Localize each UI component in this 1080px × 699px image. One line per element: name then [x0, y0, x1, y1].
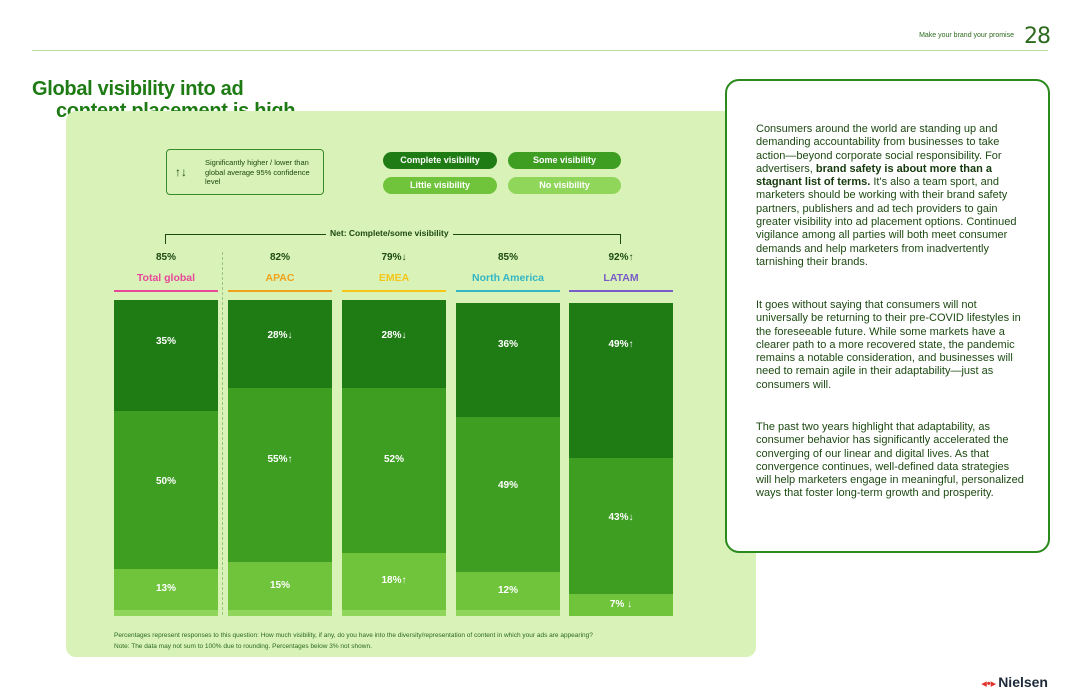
data-label-apac-little-visibility: 15%	[269, 579, 290, 591]
data-label-total-global-some-visibility: 50%	[155, 475, 176, 487]
data-label-total-global-complete-visibility: 35%	[155, 336, 176, 347]
footnote: Percentages represent responses to this …	[114, 630, 593, 652]
legend-some-visibility: Some visibility	[508, 152, 621, 169]
title-line-1: Global visibility into ad	[32, 78, 244, 100]
net-value-total-global: 85%	[155, 252, 176, 263]
paragraph-2: It goes without saying that consumers wi…	[756, 299, 1021, 391]
bar-segment-apac-complete-visibility	[228, 300, 332, 389]
data-label-emea-some-visibility: 52%	[383, 454, 404, 466]
data-label-north-america-little-visibility: 12%	[497, 584, 518, 596]
bar-segment-total-global-no-visibility	[114, 609, 218, 616]
bar-segment-total-global-complete-visibility	[114, 300, 218, 411]
bar-segment-latam-some-visibility	[569, 458, 673, 594]
region-underline-north-america	[456, 290, 560, 292]
paragraph-3: The past two years highlight that adapta…	[756, 421, 1024, 500]
region-underline-latam	[569, 290, 673, 292]
nielsen-mark-icon: ◂•▸	[981, 678, 997, 690]
bar-segment-emea-complete-visibility	[342, 300, 446, 389]
bar-segment-north-america-no-visibility	[456, 609, 560, 616]
data-label-apac-complete-visibility: 28%↓	[267, 330, 293, 342]
header-divider	[32, 50, 1048, 51]
region-underline-emea	[342, 290, 446, 292]
region-label-north-america: North America	[472, 272, 544, 284]
bar-segment-apac-some-visibility	[228, 388, 332, 563]
data-label-emea-little-visibility: 18%↑	[381, 575, 407, 587]
bar-segment-total-global-some-visibility	[114, 410, 218, 569]
footnote-question: Percentages represent responses to this …	[114, 632, 593, 639]
data-label-north-america-some-visibility: 49%	[497, 480, 518, 492]
bar-segment-total-global-little-visibility	[114, 568, 218, 610]
region-label-latam: LATAM	[603, 272, 639, 284]
bar-segment-latam-little-visibility	[569, 593, 673, 616]
bar-segment-emea-little-visibility	[342, 552, 446, 610]
bar-segment-north-america-some-visibility	[456, 416, 560, 572]
bar-segment-north-america-little-visibility	[456, 571, 560, 610]
data-label-apac-some-visibility: 55%↑	[267, 454, 293, 466]
net-value-north-america: 85%	[497, 252, 518, 263]
footnote-note: Note: The data may not sum to 100% due t…	[114, 643, 372, 650]
nielsen-logo: ◂•▸ Nielsen	[981, 674, 1048, 690]
legend-no-visibility: No visibility	[508, 177, 621, 194]
net-value-apac: 82%	[269, 252, 290, 263]
net-value-emea: 79%↓	[381, 252, 407, 263]
brand-safety-emphasis: brand safety is about more than a stagna…	[756, 162, 992, 189]
commentary-box: Consumers around the world are standing …	[725, 79, 1050, 553]
region-label-total-global: Total global	[136, 272, 196, 284]
legend-complete-visibility: Complete visibility	[383, 152, 497, 169]
net-label: Net: Complete/some visibility	[326, 228, 453, 238]
bar-segment-apac-no-visibility	[228, 609, 332, 616]
bar-segment-north-america-complete-visibility	[456, 303, 560, 417]
region-label-apac: APAC	[265, 272, 295, 284]
global-divider	[222, 252, 223, 615]
bar-segment-latam-complete-visibility	[569, 303, 673, 458]
legend-little-visibility: Little visibility	[383, 177, 497, 194]
data-label-total-global-little-visibility: 13%	[155, 583, 176, 595]
data-label-north-america-complete-visibility: 36%	[497, 339, 518, 351]
significance-text: Significantly higher / lower than global…	[205, 158, 310, 186]
region-underline-total-global	[114, 290, 218, 292]
bar-segment-emea-some-visibility	[342, 388, 446, 553]
region-label-emea: EMEA	[378, 272, 410, 284]
nielsen-wordmark: Nielsen	[998, 674, 1048, 690]
paragraph-1: Consumers around the world are standing …	[756, 123, 1017, 268]
data-label-emea-complete-visibility: 28%↓	[381, 330, 407, 342]
bar-segment-emea-no-visibility	[342, 609, 446, 616]
data-label-latam-some-visibility: 43%↓	[608, 511, 634, 523]
significance-legend: ↑↓ Significantly higher / lower than glo…	[166, 149, 324, 195]
region-underline-apac	[228, 290, 332, 292]
header-tagline: Make your brand your promise	[919, 32, 1014, 39]
data-label-latam-little-visibility: 7% ↓	[609, 598, 633, 610]
up-down-arrows-icon: ↑↓	[175, 165, 187, 179]
net-value-latam: 92%↑	[608, 252, 634, 263]
page-number: 28	[1024, 24, 1051, 49]
bar-segment-apac-little-visibility	[228, 562, 332, 610]
data-label-latam-complete-visibility: 49%↑	[608, 339, 634, 351]
